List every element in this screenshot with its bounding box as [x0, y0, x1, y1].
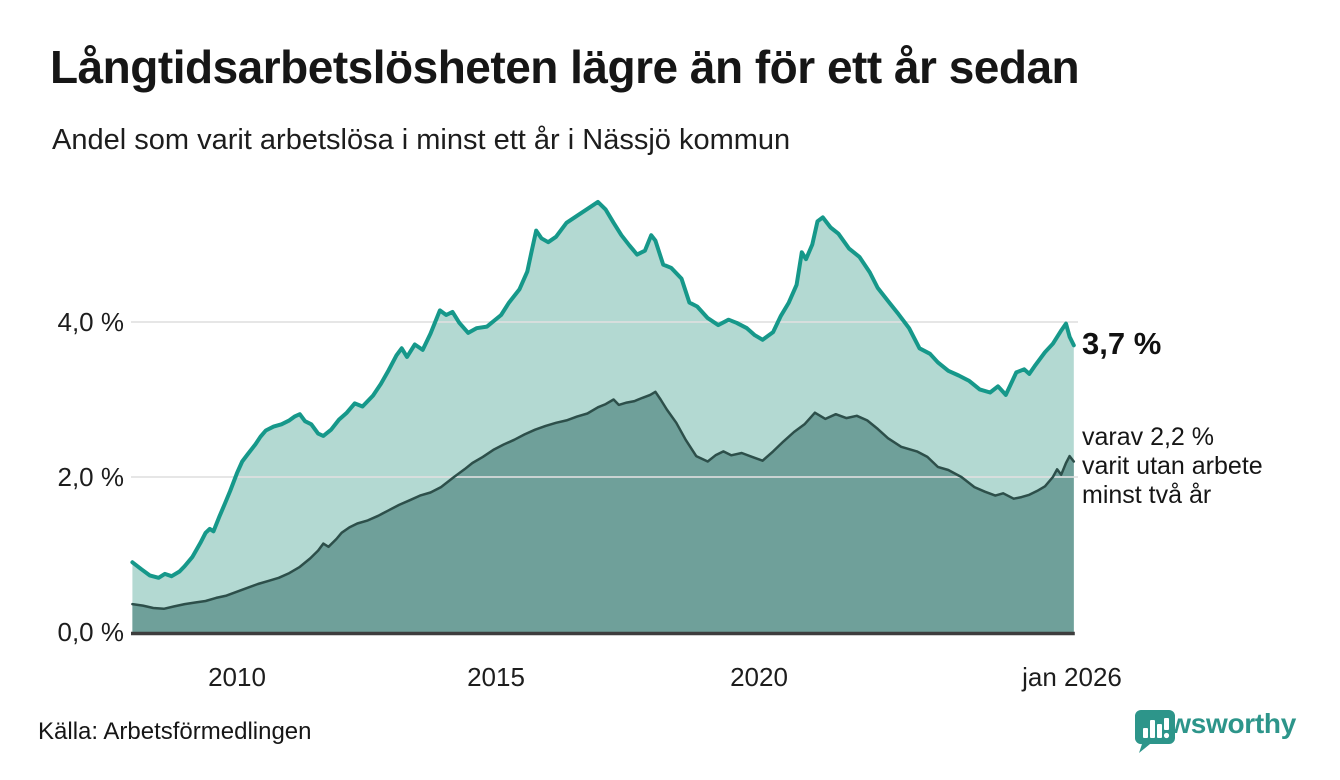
series-annotation-two-years: varav 2,2 % varit utan arbete minst två …	[1082, 423, 1263, 510]
x-axis-tick-jan-2026: jan 2026	[1022, 662, 1122, 692]
x-axis-tick-2020: 2020	[730, 662, 788, 692]
newsworthy-bubble-chart-icon	[1135, 710, 1176, 753]
y-axis-tick-0: 0,0 %	[57, 617, 125, 647]
y-axis-tick-2: 2,0 %	[57, 462, 125, 492]
page-subtitle: Andel som varit arbetslösa i minst ett å…	[52, 124, 791, 156]
annotation-line-1: varav 2,2 %	[1082, 423, 1215, 451]
annotation-line-3: minst två år	[1082, 481, 1212, 509]
source-attribution: Källa: Arbetsförmedlingen	[38, 718, 312, 745]
x-axis-tick-2010: 2010	[208, 662, 266, 692]
brand-logo: Newsworthy	[1134, 708, 1296, 753]
annotation-line-2: varit utan arbete	[1082, 452, 1263, 480]
x-axis-tick-2015: 2015	[467, 662, 525, 692]
page-title: Långtidsarbetslösheten lägre än för ett …	[50, 41, 1080, 93]
series-end-label-one-year: 3,7 %	[1082, 326, 1162, 361]
y-axis-tick-4: 4,0 %	[57, 307, 125, 337]
